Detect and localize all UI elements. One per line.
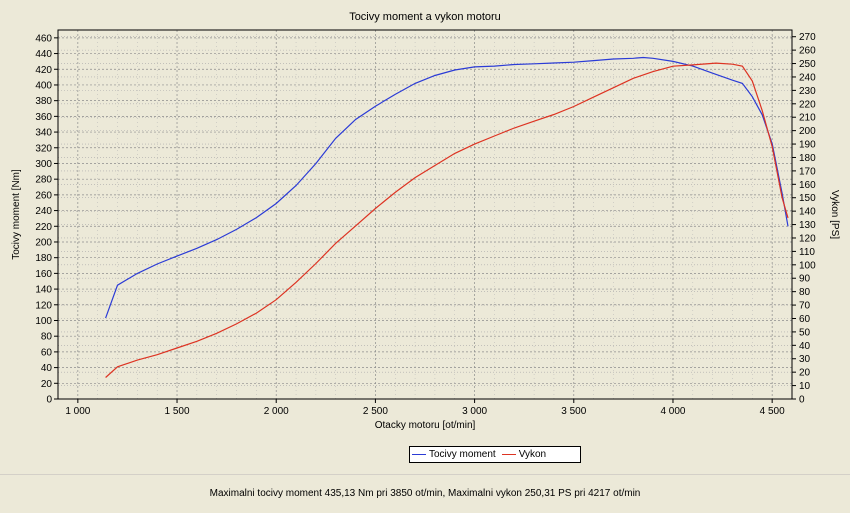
series-line-power (105, 62, 789, 378)
y-right-tick-label: 270 (799, 32, 816, 43)
y-left-tick-label: 60 (41, 347, 53, 358)
x-axis-label: Otacky motoru [ot/min] (375, 420, 476, 431)
y-right-tick-label: 70 (799, 301, 811, 312)
y-left-tick-label: 280 (35, 175, 52, 186)
y-left-tick-label: 120 (35, 300, 52, 311)
legend-label-power: Vykon (518, 449, 547, 460)
x-tick-label: 2 500 (363, 406, 388, 417)
y-right-tick-label: 100 (799, 260, 816, 271)
x-tick-label: 3 000 (462, 406, 487, 417)
y-right-tick-label: 10 (799, 381, 811, 392)
y-right-tick-label: 170 (799, 166, 816, 177)
y-left-tick-label: 80 (41, 332, 53, 343)
plot-area (57, 29, 793, 400)
y-right-tick-label: 110 (799, 247, 815, 258)
x-tick-label: 4 000 (660, 406, 685, 417)
footer-summary: Maximalni tocivy moment 435,13 Nm pri 38… (209, 488, 641, 499)
y-right-tick-label: 230 (799, 86, 816, 97)
y-right-tick-label: 130 (799, 220, 816, 231)
y-right-tick-label: 120 (799, 233, 816, 244)
y-left-tick-label: 20 (41, 379, 53, 390)
y-left-tick-label: 0 (46, 395, 52, 406)
y-left-tick-label: 440 (35, 49, 52, 60)
y-right-tick-label: 80 (799, 287, 811, 298)
x-tick-label: 2 000 (264, 406, 289, 417)
legend: Tocivy moment Vykon (409, 446, 581, 463)
y-right-tick-label: 150 (799, 193, 816, 204)
plot-border (57, 29, 793, 400)
y-right-tick-label: 140 (799, 207, 816, 218)
y-right-tick-label: 260 (799, 46, 816, 57)
x-tick-label: 4 500 (760, 406, 785, 417)
x-tick-label: 1 500 (165, 406, 190, 417)
legend-swatch-power (501, 454, 516, 455)
y-left-tick-label: 380 (35, 96, 52, 107)
y-right-tick-label: 200 (799, 126, 816, 137)
y-right-tick-label: 190 (799, 140, 816, 151)
y-right-tick-label: 220 (799, 99, 816, 110)
x-tick-label: 1 000 (65, 406, 90, 417)
y-left-tick-label: 320 (35, 143, 52, 154)
y-left-tick-label: 400 (35, 80, 52, 91)
y-left-tick-label: 40 (41, 363, 53, 374)
y-left-tick-label: 460 (35, 33, 52, 44)
y-left-tick-label: 140 (35, 285, 52, 296)
y-right-tick-label: 240 (799, 72, 816, 83)
y-right-tick-label: 40 (799, 341, 811, 352)
legend-swatch-torque (412, 454, 426, 455)
y-left-tick-label: 180 (35, 253, 52, 264)
y-right-axis-label: Vykon [PS] (829, 190, 840, 239)
y-right-tick-label: 0 (799, 395, 805, 406)
footer-divider (0, 474, 850, 475)
chart-title: Tocivy moment a vykon motoru (349, 11, 501, 23)
legend-item-torque: Tocivy moment (412, 449, 496, 460)
y-right-tick-label: 60 (799, 314, 811, 325)
y-right-tick-label: 20 (799, 368, 811, 379)
y-left-tick-label: 360 (35, 112, 52, 123)
y-right-tick-label: 250 (799, 59, 816, 70)
y-left-tick-label: 300 (35, 159, 52, 170)
x-tick-label: 3 500 (561, 406, 586, 417)
series-line-torque (105, 56, 789, 319)
y-left-tick-label: 100 (35, 316, 52, 327)
y-left-tick-label: 260 (35, 190, 52, 201)
y-left-tick-label: 240 (35, 206, 52, 217)
y-right-tick-label: 90 (799, 274, 811, 285)
y-right-tick-label: 210 (799, 113, 816, 124)
y-right-tick-label: 30 (799, 354, 811, 365)
y-left-axis-label: Tocivy moment [Nm] (11, 169, 22, 260)
legend-item-power: Vykon (501, 449, 547, 460)
y-left-tick-label: 200 (35, 237, 52, 248)
y-right-tick-label: 160 (799, 180, 816, 191)
y-left-tick-label: 160 (35, 269, 52, 280)
y-left-tick-label: 340 (35, 128, 52, 139)
y-left-tick-label: 220 (35, 222, 52, 233)
y-right-tick-label: 50 (799, 327, 811, 338)
legend-label-torque: Tocivy moment (429, 449, 496, 460)
y-right-tick-label: 180 (799, 153, 816, 164)
y-left-tick-label: 420 (35, 65, 52, 76)
